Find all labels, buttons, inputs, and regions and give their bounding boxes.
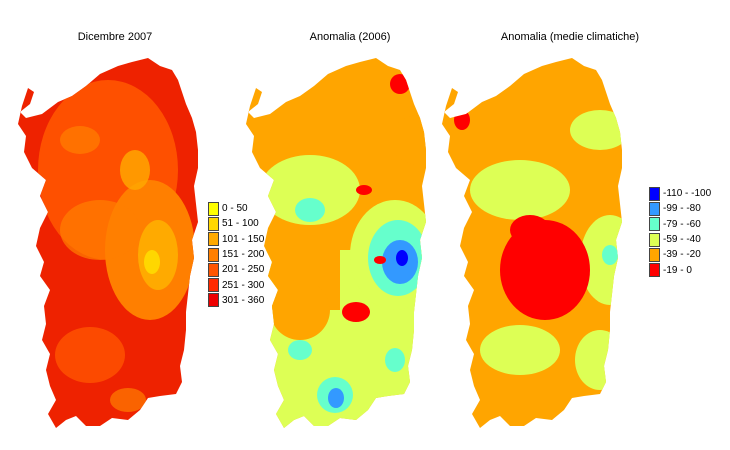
panel-title-anomaly-2006: Anomalia (2006) xyxy=(309,31,391,43)
legend-item: 0 - 50 xyxy=(208,201,264,216)
legend-item: -110 - -100 xyxy=(649,186,711,201)
legend-item: -59 - -40 xyxy=(649,232,711,247)
legend-swatch xyxy=(208,293,219,308)
legend-item: 101 - 150 xyxy=(208,232,264,247)
legend-label: 251 - 300 xyxy=(222,279,265,291)
legend-label: -19 - 0 xyxy=(663,264,692,276)
legend-anomaly: -110 - -100 -99 - -80 -79 - -60 -59 - -4… xyxy=(649,186,711,278)
legend-swatch xyxy=(208,262,219,277)
legend-label: -59 - -40 xyxy=(663,234,701,246)
legend-swatch xyxy=(649,247,660,262)
legend-item: 151 - 200 xyxy=(208,247,264,262)
legend-swatch xyxy=(208,247,219,262)
legend-swatch xyxy=(208,201,219,216)
legend-label: 51 - 100 xyxy=(222,218,259,230)
legend-item: 51 - 100 xyxy=(208,216,264,231)
legend-label: 201 - 250 xyxy=(222,264,265,276)
map-december-2007 xyxy=(18,58,198,428)
legend-label: -39 - -20 xyxy=(663,249,701,261)
legend-precipitation: 0 - 50 51 - 100 101 - 150 151 - 200 201 … xyxy=(208,201,264,308)
legend-swatch xyxy=(649,186,660,201)
legend-swatch xyxy=(649,232,660,247)
legend-label: -79 - -60 xyxy=(663,218,701,230)
legend-swatch xyxy=(208,232,219,247)
legend-item: 301 - 360 xyxy=(208,293,264,308)
legend-label: 301 - 360 xyxy=(222,294,265,306)
legend-label: -110 - -100 xyxy=(663,188,712,200)
legend-swatch xyxy=(208,216,219,231)
map-anomaly-2006 xyxy=(246,58,426,428)
legend-item: 201 - 250 xyxy=(208,262,264,277)
legend-item: 251 - 300 xyxy=(208,277,265,293)
legend-label: 0 - 50 xyxy=(222,203,248,215)
panel-title-anomaly-climate: Anomalia (medie climatiche) xyxy=(500,31,640,43)
legend-item: -79 - -60 xyxy=(649,217,711,232)
legend-item: -39 - -20 xyxy=(649,247,711,262)
panel-title-december-2007: Dicembre 2007 xyxy=(77,31,153,43)
legend-swatch xyxy=(649,263,660,278)
legend-label: -99 - -80 xyxy=(663,203,701,215)
legend-item: -99 - -80 xyxy=(649,201,711,216)
legend-item: -19 - 0 xyxy=(649,262,711,278)
legend-swatch xyxy=(208,278,219,293)
map-anomaly-climate xyxy=(442,58,622,428)
legend-swatch xyxy=(649,217,660,232)
legend-label: 151 - 200 xyxy=(222,249,265,261)
legend-label: 101 - 150 xyxy=(222,233,265,245)
legend-swatch xyxy=(649,201,660,216)
